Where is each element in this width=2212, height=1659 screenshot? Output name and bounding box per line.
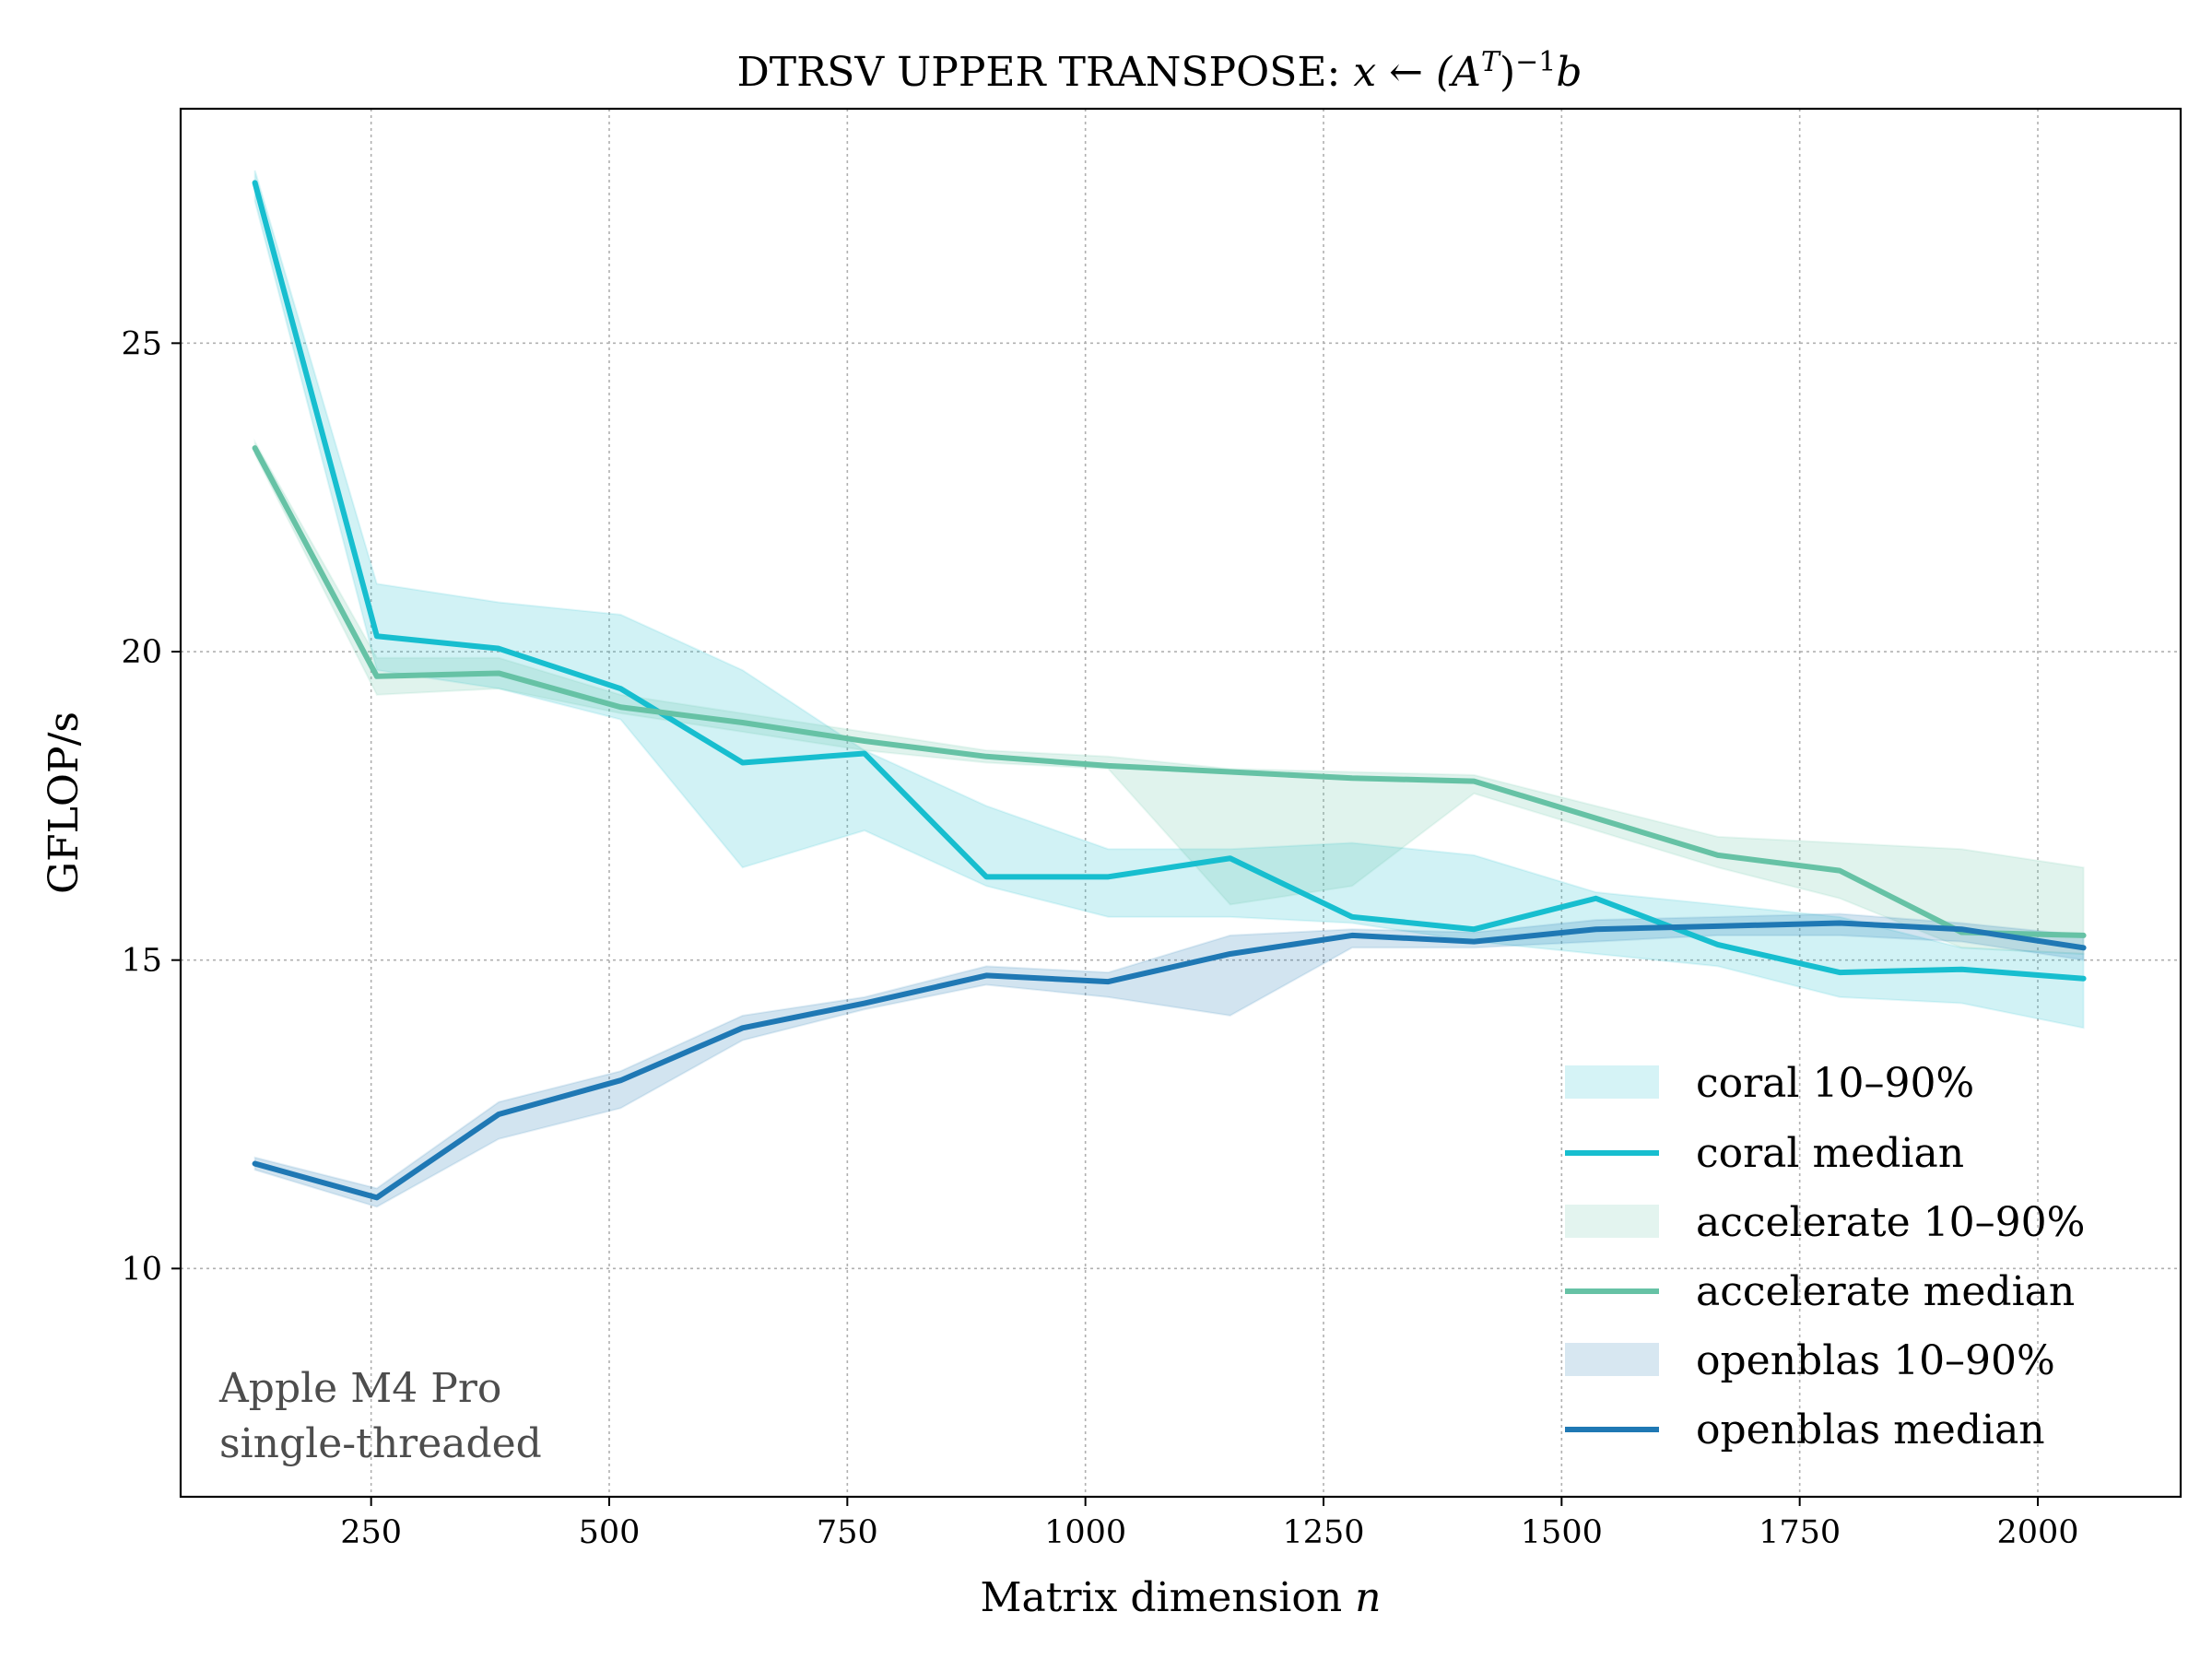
legend-label-openblas-median: openblas median — [1696, 1406, 2045, 1453]
chart-title-math-end: b — [1556, 49, 1582, 96]
y-tick-label: 25 — [121, 325, 162, 362]
chart-title-sup-inv: −1 — [1515, 46, 1556, 78]
accelerate-median-line — [252, 445, 2087, 938]
grid-layer — [181, 109, 2181, 1497]
y-tick-label: 20 — [121, 634, 162, 671]
x-axis-label: Matrix dimension n — [980, 1574, 1381, 1621]
annotation-device: Apple M4 Pro — [218, 1365, 501, 1412]
x-axis-label-text: Matrix dimension — [980, 1574, 1355, 1621]
x-tick-label: 500 — [579, 1514, 641, 1551]
legend-label-coral-median: coral median — [1696, 1130, 1964, 1177]
band-layer — [253, 170, 2085, 1208]
legend-swatch-openblas-band — [1565, 1343, 1659, 1376]
legend: coral 10–90% coral median accelerate 10–… — [1565, 1060, 2085, 1453]
plot-frame — [179, 107, 2183, 1499]
chart-title: DTRSV UPPER TRANSPOSE: x ← (AT)−1b — [736, 46, 1582, 96]
tick-layer: 250 500 750 1000 1250 1500 1750 2000 10 15 20 25 — [121, 325, 2078, 1551]
legend-label-coral-band: coral 10–90% — [1696, 1060, 1974, 1107]
x-tick-label: 1000 — [1044, 1514, 1126, 1551]
y-axis-label: GFLOP/s — [41, 712, 88, 894]
chart-title-sup-t: T — [1481, 46, 1501, 78]
legend-label-accelerate-median: accelerate median — [1696, 1268, 2075, 1315]
legend-label-openblas-band: openblas 10–90% — [1696, 1337, 2055, 1384]
coral-median-line — [252, 180, 2087, 982]
legend-label-accelerate-band: accelerate 10–90% — [1696, 1199, 2085, 1246]
coral-band — [253, 170, 2085, 1030]
chart-title-math-mid: ) — [1500, 49, 1515, 96]
y-tick-label: 10 — [121, 1251, 162, 1288]
x-tick-label: 250 — [340, 1514, 402, 1551]
y-tick-label: 15 — [121, 943, 162, 980]
line-layer — [252, 180, 2087, 1201]
legend-swatch-coral-band — [1565, 1065, 1659, 1099]
x-tick-label: 750 — [817, 1514, 878, 1551]
chart-title-prefix: DTRSV UPPER TRANSPOSE: — [736, 49, 1353, 96]
openblas-band — [253, 912, 2085, 1208]
x-tick-label: 1250 — [1282, 1514, 1364, 1551]
x-tick-label: 1500 — [1521, 1514, 1603, 1551]
x-axis-label-var: n — [1355, 1574, 1381, 1621]
chart-title-math: x ← (A — [1353, 49, 1481, 96]
x-tick-label: 2000 — [1996, 1514, 2078, 1551]
legend-swatch-accelerate-band — [1565, 1205, 1659, 1238]
annotation-threading: single-threaded — [219, 1420, 542, 1467]
openblas-median-line — [252, 920, 2087, 1201]
x-tick-label: 1750 — [1759, 1514, 1841, 1551]
